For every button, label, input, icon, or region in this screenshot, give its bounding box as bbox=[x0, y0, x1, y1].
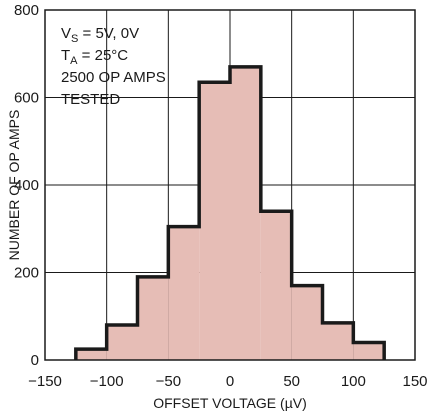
y-tick-label: 400 bbox=[14, 177, 39, 194]
note-line-vs: VS = 5V, 0V bbox=[61, 25, 139, 45]
x-tick-label: 100 bbox=[341, 373, 366, 390]
x-axis-title: OFFSET VOLTAGE (µV) bbox=[153, 395, 307, 411]
histogram-step-line bbox=[74, 65, 386, 360]
histogram-bar bbox=[353, 342, 385, 360]
y-axis-title: NUMBER OF OP AMPS bbox=[6, 110, 22, 261]
histogram-bar bbox=[260, 211, 292, 360]
histogram-bars bbox=[75, 66, 385, 360]
x-tick-label: −150 bbox=[28, 373, 62, 390]
note-line-count: 2500 OP AMPS bbox=[61, 69, 166, 86]
y-tick-label: 0 bbox=[31, 352, 39, 369]
y-tick-label: 600 bbox=[14, 90, 39, 107]
x-tick-label: 50 bbox=[283, 373, 300, 390]
y-tick-label: 800 bbox=[14, 2, 39, 19]
histogram-bar bbox=[322, 322, 354, 360]
note-line-tested: TESTED bbox=[61, 91, 120, 108]
x-tick-label: 0 bbox=[226, 373, 234, 390]
x-tick-labels: −150 −100 −50 0 50 100 150 bbox=[28, 373, 427, 390]
histogram-bar bbox=[230, 66, 261, 360]
x-tick-label: −50 bbox=[156, 373, 181, 390]
plot-frame bbox=[44, 9, 416, 361]
y-tick-labels: 0 200 400 600 800 bbox=[14, 2, 39, 369]
histogram-bar bbox=[137, 276, 169, 360]
histogram-bar bbox=[106, 325, 138, 360]
histogram-bar bbox=[291, 285, 323, 360]
note-line-ta: TA = 25°C bbox=[61, 47, 128, 67]
histogram-bar bbox=[75, 349, 107, 360]
histogram-outline bbox=[74, 65, 386, 360]
histogram-bar bbox=[168, 226, 200, 360]
histogram-bar bbox=[199, 82, 230, 360]
x-tick-label: 150 bbox=[402, 373, 427, 390]
x-tick-label: −100 bbox=[90, 373, 124, 390]
y-tick-label: 200 bbox=[14, 265, 39, 282]
